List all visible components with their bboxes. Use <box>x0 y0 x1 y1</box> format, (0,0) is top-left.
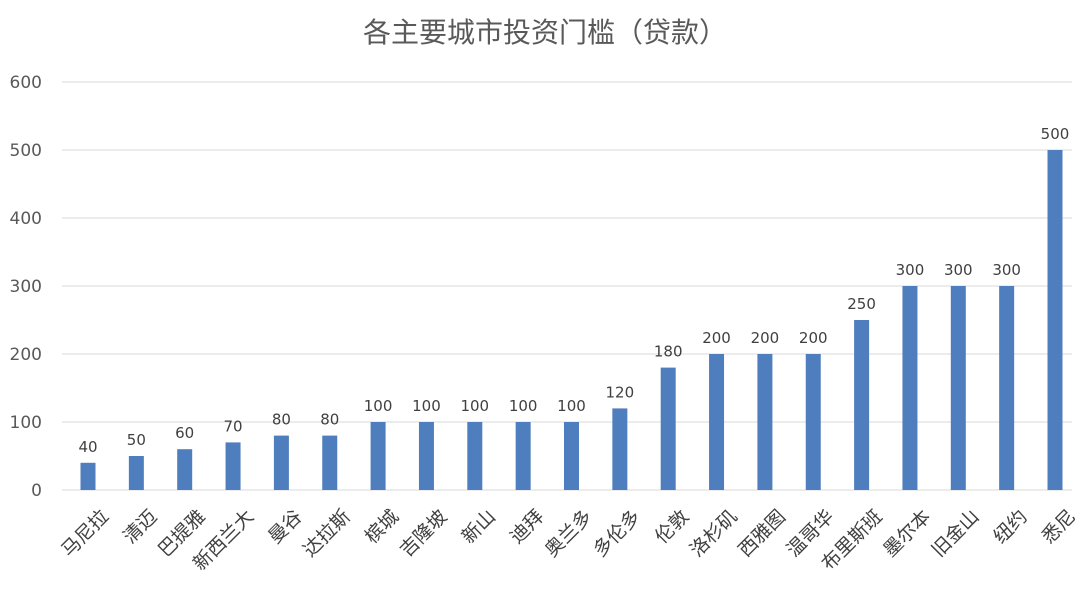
bar <box>612 408 628 490</box>
data-label: 40 <box>78 438 97 456</box>
gridlines <box>62 81 1072 491</box>
category-label: 吉隆坡 <box>396 506 452 562</box>
data-label: 300 <box>944 261 973 279</box>
bar <box>709 354 725 490</box>
category-label: 西雅图 <box>734 506 790 562</box>
bar <box>757 354 773 490</box>
category-label: 马尼拉 <box>57 506 113 562</box>
data-label: 100 <box>364 397 393 415</box>
category-label: 槟城 <box>361 506 403 548</box>
bar <box>660 367 676 490</box>
y-tick-label: 500 <box>10 141 42 161</box>
bar <box>128 456 144 490</box>
category-label: 纽约 <box>989 506 1031 548</box>
chart-title: 各主要城市投资门槛（贷款） <box>363 16 727 49</box>
bar <box>467 422 483 490</box>
category-label: 曼谷 <box>264 506 306 548</box>
category-label: 清迈 <box>119 506 161 548</box>
category-label: 达拉斯 <box>299 506 355 562</box>
data-label: 80 <box>272 411 291 429</box>
bar <box>80 462 96 490</box>
data-label: 200 <box>751 329 780 347</box>
data-label: 80 <box>320 411 339 429</box>
category-label: 新山 <box>458 506 500 548</box>
bar <box>950 286 966 490</box>
bar <box>322 435 338 490</box>
bar <box>805 354 821 490</box>
data-label: 200 <box>702 329 731 347</box>
data-label: 70 <box>224 417 243 435</box>
bar <box>370 422 386 490</box>
bar <box>177 449 193 490</box>
data-label: 100 <box>557 397 586 415</box>
y-tick-label: 300 <box>10 277 42 297</box>
bars <box>80 150 1063 490</box>
data-labels: 40 50 60 70 80 80 100 100 100 100 100 120 180 200 200 2… <box>78 125 1069 456</box>
bar <box>515 422 531 490</box>
category-label: 奥兰多 <box>541 506 597 562</box>
bar <box>902 286 918 490</box>
category-label: 悉尼 <box>1038 506 1080 548</box>
bar <box>273 435 289 490</box>
category-label: 迪拜 <box>506 506 548 548</box>
bar <box>1047 150 1063 490</box>
bar <box>225 442 241 490</box>
y-tick-label: 100 <box>10 413 42 433</box>
category-label: 多伦多 <box>589 506 645 562</box>
data-label: 300 <box>896 261 925 279</box>
data-label: 100 <box>412 397 441 415</box>
data-label: 100 <box>460 397 489 415</box>
y-tick-label: 600 <box>10 73 42 93</box>
data-label: 500 <box>1041 125 1070 143</box>
data-label: 50 <box>127 431 146 449</box>
y-axis-ticks: 0 100 200 300 400 500 600 <box>10 73 42 501</box>
bar <box>854 320 870 490</box>
bar <box>564 422 579 490</box>
category-label: 伦敦 <box>651 506 693 548</box>
data-label: 180 <box>654 343 683 361</box>
y-tick-label: 200 <box>10 345 42 365</box>
bar <box>418 422 434 490</box>
bar <box>999 286 1015 490</box>
data-label: 100 <box>509 397 538 415</box>
category-label: 旧金山 <box>928 506 984 562</box>
data-label: 200 <box>799 329 828 347</box>
category-label: 洛杉矶 <box>686 506 742 562</box>
y-tick-label: 0 <box>31 481 42 501</box>
data-label: 250 <box>847 295 876 313</box>
y-tick-label: 400 <box>10 209 42 229</box>
data-label: 300 <box>992 261 1021 279</box>
data-label: 120 <box>606 383 635 401</box>
data-label: 60 <box>175 424 194 442</box>
category-label: 墨尔本 <box>879 506 935 562</box>
